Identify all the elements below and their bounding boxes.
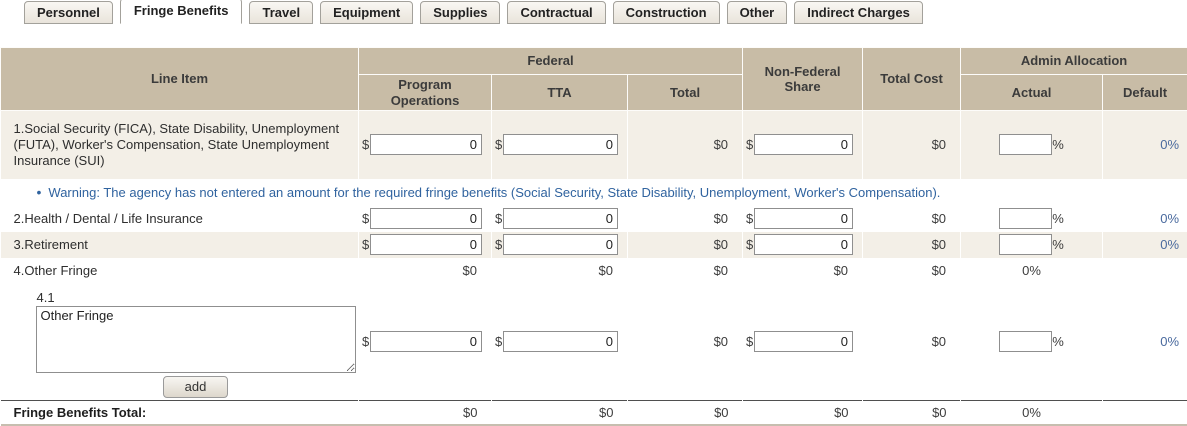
fringe-benefits-table: Line Item Federal Non-Federal Share Tota…: [0, 47, 1187, 426]
table-row-other-fringe-sub: 4.1 Other Fringe add $ $ $0 $ $0: [1, 284, 1187, 401]
dollar-sign: $: [362, 334, 369, 349]
dollar-sign: $: [362, 137, 369, 152]
dollar-sign: $: [495, 137, 502, 152]
table-row-warning: • Warning: The agency has not entered an …: [1, 179, 1187, 206]
dollar-sign: $: [746, 137, 753, 152]
other-fringe-tta: $0: [492, 258, 628, 284]
retirement-total-cost: $0: [863, 232, 961, 258]
total-actual-percent: 0%: [961, 400, 1103, 425]
table-row-health: 2.Health / Dental / Life Insurance $ $ $…: [1, 206, 1187, 232]
fica-default-percent: 0%: [1103, 111, 1187, 179]
total-non-federal: $0: [743, 400, 863, 425]
table-row-retirement: 3.Retirement $ $ $0 $ $0 % 0%: [1, 232, 1187, 258]
tab-indirect-charges[interactable]: Indirect Charges: [794, 1, 923, 24]
col-group-admin-allocation: Admin Allocation: [961, 48, 1187, 75]
other-fringe-total-cost: $0: [863, 258, 961, 284]
dollar-sign: $: [746, 237, 753, 252]
fica-federal-total: $0: [628, 111, 743, 179]
fringe-warning-message: • Warning: The agency has not entered an …: [1, 179, 1187, 206]
other-fringe-description-textarea[interactable]: Other Fringe: [36, 306, 356, 373]
health-default-percent: 0%: [1103, 206, 1187, 232]
percent-sign: %: [1052, 237, 1064, 252]
sub-program-operations-input[interactable]: [370, 331, 482, 352]
col-group-federal: Federal: [359, 48, 743, 75]
total-default-empty: [1103, 400, 1187, 425]
col-header-tta: TTA: [492, 75, 628, 111]
col-header-default: Default: [1103, 75, 1187, 111]
table-row-other-fringe: 4.Other Fringe $0 $0 $0 $0 $0 0%: [1, 258, 1187, 284]
total-program-operations: $0: [359, 400, 492, 425]
col-header-federal-total: Total: [628, 75, 743, 111]
retirement-tta-input[interactable]: [503, 234, 618, 255]
dollar-sign: $: [746, 334, 753, 349]
dollar-sign: $: [362, 211, 369, 226]
dollar-sign: $: [495, 237, 502, 252]
retirement-non-federal-input[interactable]: [754, 234, 853, 255]
other-fringe-actual-percent: 0%: [961, 258, 1103, 284]
tab-supplies[interactable]: Supplies: [420, 1, 500, 24]
col-header-non-federal-share: Non-Federal Share: [743, 48, 863, 111]
other-fringe-default-empty: [1103, 258, 1187, 284]
health-actual-percent-input[interactable]: [999, 208, 1052, 229]
retirement-default-percent: 0%: [1103, 232, 1187, 258]
sub-actual-percent-input[interactable]: [999, 331, 1052, 352]
tab-equipment[interactable]: Equipment: [320, 1, 413, 24]
tab-contractual[interactable]: Contractual: [507, 1, 605, 24]
col-header-program-operations: Program Operations: [359, 75, 492, 111]
sub-non-federal-input[interactable]: [754, 331, 853, 352]
total-federal-total: $0: [628, 400, 743, 425]
health-tta-input[interactable]: [503, 208, 618, 229]
add-button[interactable]: add: [163, 376, 229, 398]
bullet-icon: •: [37, 184, 42, 200]
sub-total-cost: $0: [863, 284, 961, 401]
retirement-federal-total: $0: [628, 232, 743, 258]
dollar-sign: $: [495, 211, 502, 226]
table-row-fica: 1.Social Security (FICA), State Disabili…: [1, 111, 1187, 179]
percent-sign: %: [1052, 211, 1064, 226]
col-header-actual: Actual: [961, 75, 1103, 111]
health-non-federal-input[interactable]: [754, 208, 853, 229]
health-line-item-label: 2.Health / Dental / Life Insurance: [1, 206, 359, 232]
table-row-fringe-benefits-total: Fringe Benefits Total: $0 $0 $0 $0 $0 0%: [1, 400, 1187, 425]
sub-federal-total: $0: [628, 284, 743, 401]
fringe-benefits-total-label: Fringe Benefits Total:: [1, 400, 359, 425]
dollar-sign: $: [495, 334, 502, 349]
fica-line-item-label: 1.Social Security (FICA), State Disabili…: [1, 111, 359, 179]
total-tta: $0: [492, 400, 628, 425]
tab-other[interactable]: Other: [727, 1, 788, 24]
dollar-sign: $: [362, 237, 369, 252]
health-program-operations-input[interactable]: [370, 208, 482, 229]
percent-sign: %: [1052, 334, 1064, 349]
col-header-line-item: Line Item: [1, 48, 359, 111]
health-federal-total: $0: [628, 206, 743, 232]
tab-fringe-benefits[interactable]: Fringe Benefits: [120, 0, 243, 24]
tab-construction[interactable]: Construction: [613, 1, 720, 24]
fica-actual-percent-input[interactable]: [999, 134, 1052, 155]
total-total-cost: $0: [863, 400, 961, 425]
other-fringe-non-federal: $0: [743, 258, 863, 284]
tab-personnel[interactable]: Personnel: [24, 1, 113, 24]
percent-sign: %: [1052, 137, 1064, 152]
tab-travel[interactable]: Travel: [249, 1, 313, 24]
health-total-cost: $0: [863, 206, 961, 232]
other-fringe-line-item-label: 4.Other Fringe: [1, 258, 359, 284]
warning-text: Warning: The agency has not entered an a…: [48, 185, 940, 200]
retirement-program-operations-input[interactable]: [370, 234, 482, 255]
col-header-total-cost: Total Cost: [863, 48, 961, 111]
fica-total-cost: $0: [863, 111, 961, 179]
fica-tta-input[interactable]: [503, 134, 618, 155]
fica-program-operations-input[interactable]: [370, 134, 482, 155]
other-fringe-program-operations: $0: [359, 258, 492, 284]
retirement-actual-percent-input[interactable]: [999, 234, 1052, 255]
budget-category-tabs: Personnel Fringe Benefits Travel Equipme…: [0, 0, 1187, 24]
dollar-sign: $: [746, 211, 753, 226]
sub-item-number: 4.1: [37, 290, 359, 305]
sub-default-percent: 0%: [1103, 284, 1187, 401]
sub-tta-input[interactable]: [503, 331, 618, 352]
other-fringe-federal-total: $0: [628, 258, 743, 284]
fica-non-federal-input[interactable]: [754, 134, 853, 155]
retirement-line-item-label: 3.Retirement: [1, 232, 359, 258]
